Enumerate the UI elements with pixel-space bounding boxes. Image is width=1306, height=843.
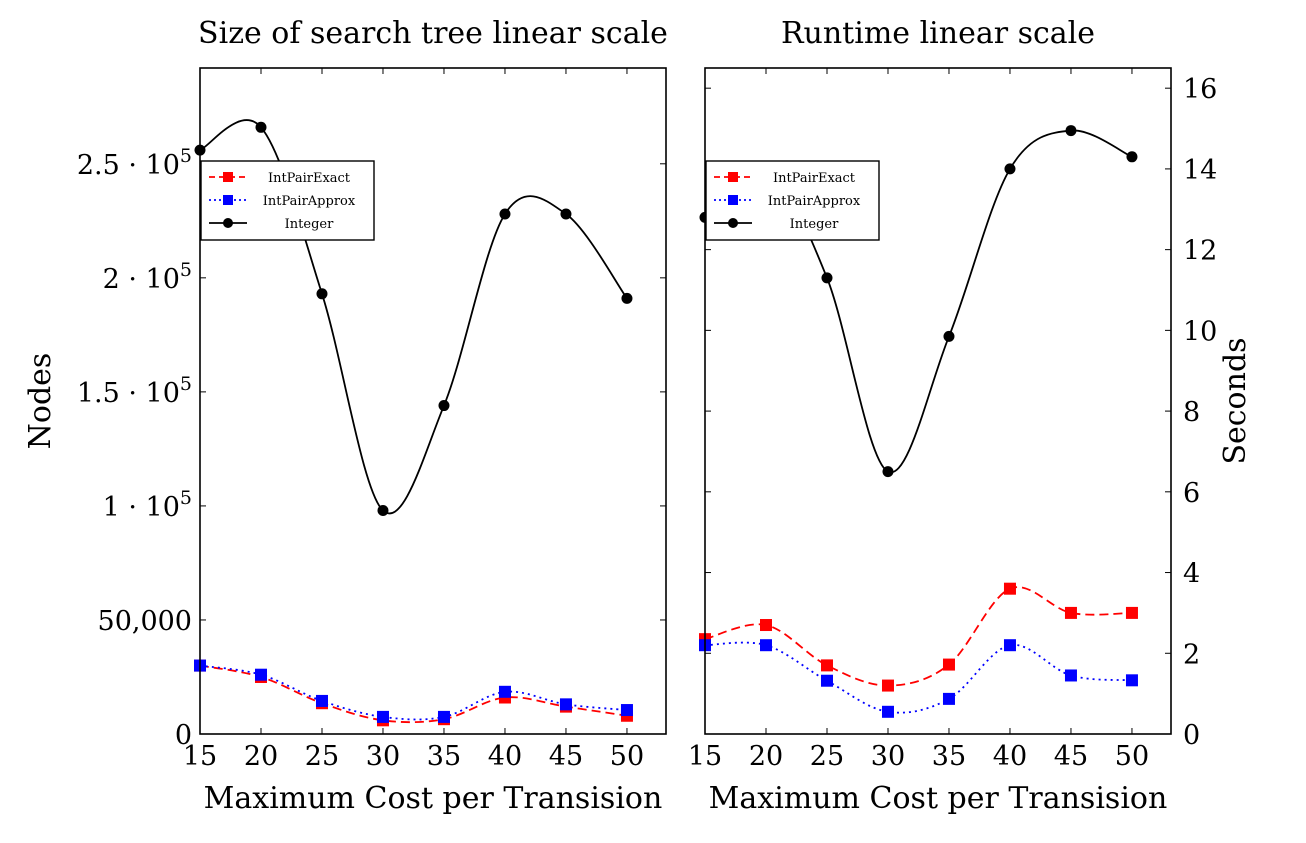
chart-1-plot-frame xyxy=(199,67,667,735)
chart-2-legend-label: Integer xyxy=(790,217,839,232)
chart-1-group: Size of search tree linear scale 15 20 25 30… xyxy=(23,16,668,816)
chart-2-xtick-label: 20 xyxy=(749,741,783,772)
chart-2-ytick-label: 4 xyxy=(1183,559,1200,590)
chart-2-xtick-label: 35 xyxy=(932,741,966,772)
chart-2-point-integer xyxy=(1065,125,1077,137)
chart-2-point-intpairapprox xyxy=(1125,674,1138,687)
chart-2-point-intpairexact xyxy=(1003,582,1016,595)
chart-1-point-integer xyxy=(621,292,633,304)
chart-2-series-line-intpairapprox xyxy=(705,641,1133,714)
chart-2-legend: IntPairExact IntPairApprox Integer xyxy=(705,160,880,241)
chart-2-xtick-label: 45 xyxy=(1054,741,1088,772)
chart-2-legend-label: IntPairApprox xyxy=(768,194,861,209)
chart-1-legend-label: Integer xyxy=(285,217,334,232)
chart-1-legend-marker-integer xyxy=(223,218,233,228)
chart-1-ytick-label: 0 xyxy=(175,720,192,751)
chart-1-title: Size of search tree linear scale xyxy=(198,16,668,51)
chart-2-point-intpairapprox xyxy=(1003,639,1016,652)
chart-2-plot-frame xyxy=(704,67,1172,735)
chart-2-point-intpairapprox xyxy=(881,705,894,718)
chart-1-point-intpairapprox xyxy=(376,710,389,723)
chart-2-ytick-label: 10 xyxy=(1183,316,1217,347)
chart-2-ytick-label: 14 xyxy=(1183,155,1217,186)
chart-2-xtick-label: 15 xyxy=(688,741,722,772)
chart-2-ytick-label: 6 xyxy=(1183,478,1200,509)
chart-2-markers-intpairapprox xyxy=(699,639,1138,718)
chart-2-point-intpairexact xyxy=(881,679,894,692)
chart-2-ytick-label: 0 xyxy=(1183,720,1200,751)
chart-1-ytick-label: 1 · 105 xyxy=(103,487,192,523)
chart-1-xtick-label: 40 xyxy=(488,741,522,772)
chart-1-xtick-label: 30 xyxy=(366,741,400,772)
chart-2-xtick-label: 25 xyxy=(810,741,844,772)
chart-1-markers-intpairapprox xyxy=(194,659,633,723)
chart-1-point-integer xyxy=(377,504,389,516)
chart-1-point-intpairapprox xyxy=(315,694,328,707)
chart-2-legend-marker-integer xyxy=(728,218,738,228)
chart-1-legend-marker-intpairapprox xyxy=(223,195,233,205)
chart-2-point-integer xyxy=(1004,163,1016,175)
chart-1-point-intpairapprox xyxy=(559,698,572,711)
chart-1-legend-label: IntPairExact xyxy=(268,171,351,186)
chart-1-xtick-label: 25 xyxy=(305,741,339,772)
chart-1-point-integer xyxy=(316,288,328,300)
chart-2-point-integer xyxy=(882,466,894,478)
chart-2-point-intpairexact xyxy=(820,659,833,672)
chart-2-ytick-label: 12 xyxy=(1183,236,1217,267)
chart-2-ytick-label: 8 xyxy=(1183,397,1200,428)
chart-2-point-intpairexact xyxy=(1064,606,1077,619)
chart-1-point-integer xyxy=(499,208,511,220)
chart-2-ylabel: Seconds xyxy=(1218,337,1253,464)
chart-2-point-intpairexact xyxy=(759,619,772,632)
chart-2-ytick-label: 2 xyxy=(1183,639,1200,670)
chart-1-point-intpairapprox xyxy=(620,704,633,717)
chart-2-xtick-label: 40 xyxy=(993,741,1027,772)
chart-1-markers-integer xyxy=(194,121,633,516)
chart-1-xtick-label: 15 xyxy=(183,741,217,772)
chart-2-legend-label: IntPairExact xyxy=(773,171,856,186)
chart-2-point-intpairapprox xyxy=(759,639,772,652)
chart-1-xlabel: Maximum Cost per Transision xyxy=(204,781,663,816)
chart-1-ytick-label: 2 · 105 xyxy=(103,259,192,295)
chart-1-xtick-label: 35 xyxy=(427,741,461,772)
chart-1-point-intpairapprox xyxy=(254,668,267,681)
chart-2-point-intpairapprox xyxy=(1064,669,1077,682)
chart-2-point-integer xyxy=(1126,151,1138,163)
chart-1-series-line-intpairapprox xyxy=(200,664,628,721)
chart-1-ytick-label: 50,000 xyxy=(98,606,192,637)
chart-1-ytick-label: 1.5 · 105 xyxy=(77,373,192,409)
chart-1-xtick-label: 20 xyxy=(244,741,278,772)
chart-1-legend-marker-intpairexact xyxy=(223,172,233,182)
chart-1-point-integer xyxy=(438,400,450,412)
chart-1-point-integer xyxy=(255,121,267,133)
chart-2-markers-intpairexact xyxy=(699,582,1138,692)
chart-1-xtick-label: 45 xyxy=(549,741,583,772)
chart-2-ytick-label: 16 xyxy=(1183,74,1217,105)
chart-2-series-line-intpairexact xyxy=(705,586,1132,687)
chart-1-legend: IntPairExact IntPairApprox Integer xyxy=(200,160,375,241)
chart-2-xlabel: Maximum Cost per Transision xyxy=(709,781,1168,816)
chart-2-point-integer xyxy=(821,272,833,284)
chart-1-ytick-label: 2.5 · 105 xyxy=(77,145,192,181)
chart-1-ylabel: Nodes xyxy=(23,353,58,450)
chart-2-point-intpairapprox xyxy=(942,692,955,705)
chart-2-title: Runtime linear scale xyxy=(781,16,1095,51)
chart-2-point-integer xyxy=(943,330,955,342)
chart-2-point-intpairexact xyxy=(1125,606,1138,619)
chart-2-point-intpairexact xyxy=(942,658,955,671)
chart-2-group: Runtime linear scale 15 20 25 30 35 40 45 50 0 2 4 6… xyxy=(688,16,1253,816)
chart-1-point-intpairapprox xyxy=(498,685,511,698)
chart-2-xtick-label: 50 xyxy=(1115,741,1149,772)
chart-1-legend-label: IntPairApprox xyxy=(263,194,356,209)
chart-2-point-intpairapprox xyxy=(820,674,833,687)
chart-1-xtick-label: 50 xyxy=(610,741,644,772)
chart-1-point-integer xyxy=(560,208,572,220)
chart-1-point-intpairapprox xyxy=(437,710,450,723)
chart-1-series-line-intpairexact xyxy=(200,664,628,724)
chart-2-xtick-label: 30 xyxy=(871,741,905,772)
chart-2-legend-marker-intpairexact xyxy=(728,172,738,182)
chart-2-legend-marker-intpairapprox xyxy=(728,195,738,205)
